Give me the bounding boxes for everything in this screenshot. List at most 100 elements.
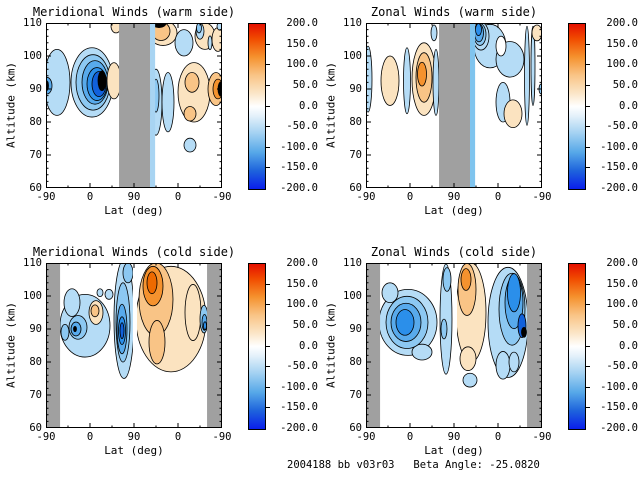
contour-blob: [97, 70, 107, 92]
contour-blob: [146, 271, 158, 295]
colorbar-tick: [585, 43, 590, 45]
x-tick-label: -90: [532, 191, 552, 203]
contour-plot: [366, 23, 542, 188]
contour-blob: [184, 72, 200, 93]
colorbar-label: 100.0: [606, 298, 638, 311]
y-tick-label: 110: [343, 257, 362, 269]
colorbar-label: 150.0: [286, 277, 318, 290]
contour-blob: [462, 372, 478, 388]
y-tick-label: 100: [23, 290, 42, 302]
colorbar-tick: [585, 64, 590, 66]
colorbar-label: -200.0: [280, 422, 318, 434]
contour-blob: [380, 55, 400, 106]
contour-blob: [174, 29, 194, 57]
y-tick-label: 70: [29, 149, 42, 161]
colorbar-tick: [265, 386, 270, 388]
contour-blob: [60, 323, 70, 341]
colorbar-label: -150.0: [600, 161, 638, 174]
colorbar-tick: [265, 146, 270, 148]
plot-title: Zonal Winds (warm side): [366, 6, 542, 18]
colorbar-tick: [265, 304, 270, 306]
y-tick-label: 80: [29, 116, 42, 128]
contour-blob: [411, 343, 433, 361]
colorbar-label: -200.0: [600, 422, 638, 434]
colorbar-tick: [585, 105, 590, 107]
colorbar-tick: [265, 105, 270, 107]
contour-blob: [507, 273, 521, 313]
colorbar-label: 50.0: [292, 318, 318, 331]
plot-title: Meridional Winds (warm side): [33, 6, 235, 18]
y-tick-label: 70: [349, 389, 362, 401]
colorbar-label: -50.0: [606, 120, 638, 133]
y-tick-label: 90: [349, 323, 362, 335]
colorbar-label: 150.0: [606, 277, 638, 290]
colorbar-label: 50.0: [612, 78, 638, 91]
plot-title-text: Zonal Winds (cold side): [370, 245, 538, 259]
contour-blob: [524, 25, 530, 126]
footer-annotation: 2004188 bb v03r03 Beta Angle: -25.0820: [287, 459, 540, 471]
gray-band: [207, 263, 222, 428]
colorbar-label: -100.0: [600, 380, 638, 393]
colorbar-tick: [265, 345, 270, 347]
axis-ticks: [366, 263, 542, 428]
colorbar-tick: [265, 43, 270, 45]
contour-blob: [207, 35, 213, 51]
colorbar-tick: [585, 167, 590, 169]
y-tick-label: 100: [343, 290, 362, 302]
colorbar-label: 0.0: [619, 339, 638, 352]
colorbar-label: 200.0: [286, 17, 318, 29]
colorbar-label: 100.0: [286, 298, 318, 311]
colorbar-tick: [265, 366, 270, 368]
colorbar-label: -150.0: [600, 401, 638, 414]
gray-band: [439, 23, 471, 188]
colorbar-label: -200.0: [280, 182, 318, 194]
colorbar-label: 150.0: [606, 37, 638, 50]
colorbar-label: 100.0: [606, 58, 638, 71]
y-tick-label: 70: [29, 389, 42, 401]
x-tick-label: 0: [406, 431, 414, 443]
contour-blob: [119, 322, 125, 339]
edge-strip: [470, 23, 476, 188]
contour-blob: [96, 288, 104, 298]
y-axis-label: Altitude (km): [4, 301, 18, 389]
x-tick-label: -90: [356, 191, 376, 203]
x-tick-label: 0: [86, 191, 94, 203]
colorbar-label: 0.0: [299, 339, 318, 352]
contour-blob: [90, 304, 100, 318]
y-tick-label: 90: [349, 83, 362, 95]
colorbar-tick: [265, 84, 270, 86]
contour-blob: [495, 351, 511, 380]
y-axis-label: Altitude (km): [4, 61, 18, 149]
contour-blob: [73, 325, 77, 333]
contour-blob: [442, 267, 452, 292]
x-tick-label: 90: [127, 431, 141, 443]
colorbar-label: 150.0: [286, 37, 318, 50]
colorbar-label: 50.0: [292, 78, 318, 91]
y-tick-label: 100: [23, 50, 42, 62]
y-tick-label: 60: [349, 422, 362, 434]
y-tick-label: 70: [349, 149, 362, 161]
contour-blob: [521, 326, 527, 338]
colorbar-tick: [585, 366, 590, 368]
contour-plot: [46, 263, 222, 428]
y-tick-label: 100: [343, 50, 362, 62]
contour-blob: [530, 25, 536, 106]
colorbar-tick: [585, 324, 590, 326]
colorbar: [568, 23, 586, 190]
contour-blob: [216, 23, 222, 31]
contour-blob: [161, 72, 175, 133]
contour-blob: [106, 62, 122, 100]
x-tick-label: -90: [36, 431, 56, 443]
axis-ticks: [46, 263, 222, 428]
panel-zonal-cold: Zonal Winds (cold side) Altitude (km) Lat …: [320, 240, 640, 480]
x-tick-label: -90: [356, 431, 376, 443]
colorbar-label: -50.0: [286, 120, 318, 133]
x-tick-label: -90: [212, 431, 232, 443]
panel-meridional-warm: Meridional Winds (warm side) Altitude (km…: [0, 0, 320, 240]
colorbar-tick: [585, 84, 590, 86]
panel-meridional-cold: Meridional Winds (cold side) Altitude (km…: [0, 240, 320, 480]
gray-band: [527, 263, 542, 428]
colorbar-label: -50.0: [286, 360, 318, 373]
contour-plot: [46, 23, 222, 188]
